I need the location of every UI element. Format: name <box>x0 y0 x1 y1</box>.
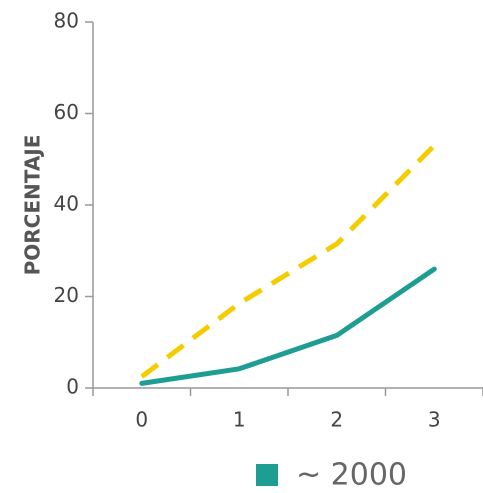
series <box>139 143 437 386</box>
legend: ~ 2000 <box>256 458 407 493</box>
series-line-dashed <box>140 143 437 379</box>
x-tick-label: 0 <box>135 408 148 432</box>
y-tick-label: 0 <box>66 375 79 399</box>
x-tick-label: 2 <box>330 408 343 432</box>
y-tick-label: 20 <box>54 283 79 307</box>
y-tick-label: 80 <box>54 9 79 33</box>
ticks: 0 20 40 60 80 0 1 2 3 <box>54 9 483 432</box>
legend-label: ~ 2000 <box>296 458 407 493</box>
series-line-solid <box>139 266 437 386</box>
x-tick-label: 3 <box>428 408 441 432</box>
y-tick-label: 40 <box>54 192 79 216</box>
legend-swatch <box>256 464 278 486</box>
x-tick-label: 1 <box>233 408 246 432</box>
y-axis-title: PORCENTAJE <box>21 135 45 276</box>
axes <box>92 22 483 389</box>
y-tick-label: 60 <box>54 100 79 124</box>
